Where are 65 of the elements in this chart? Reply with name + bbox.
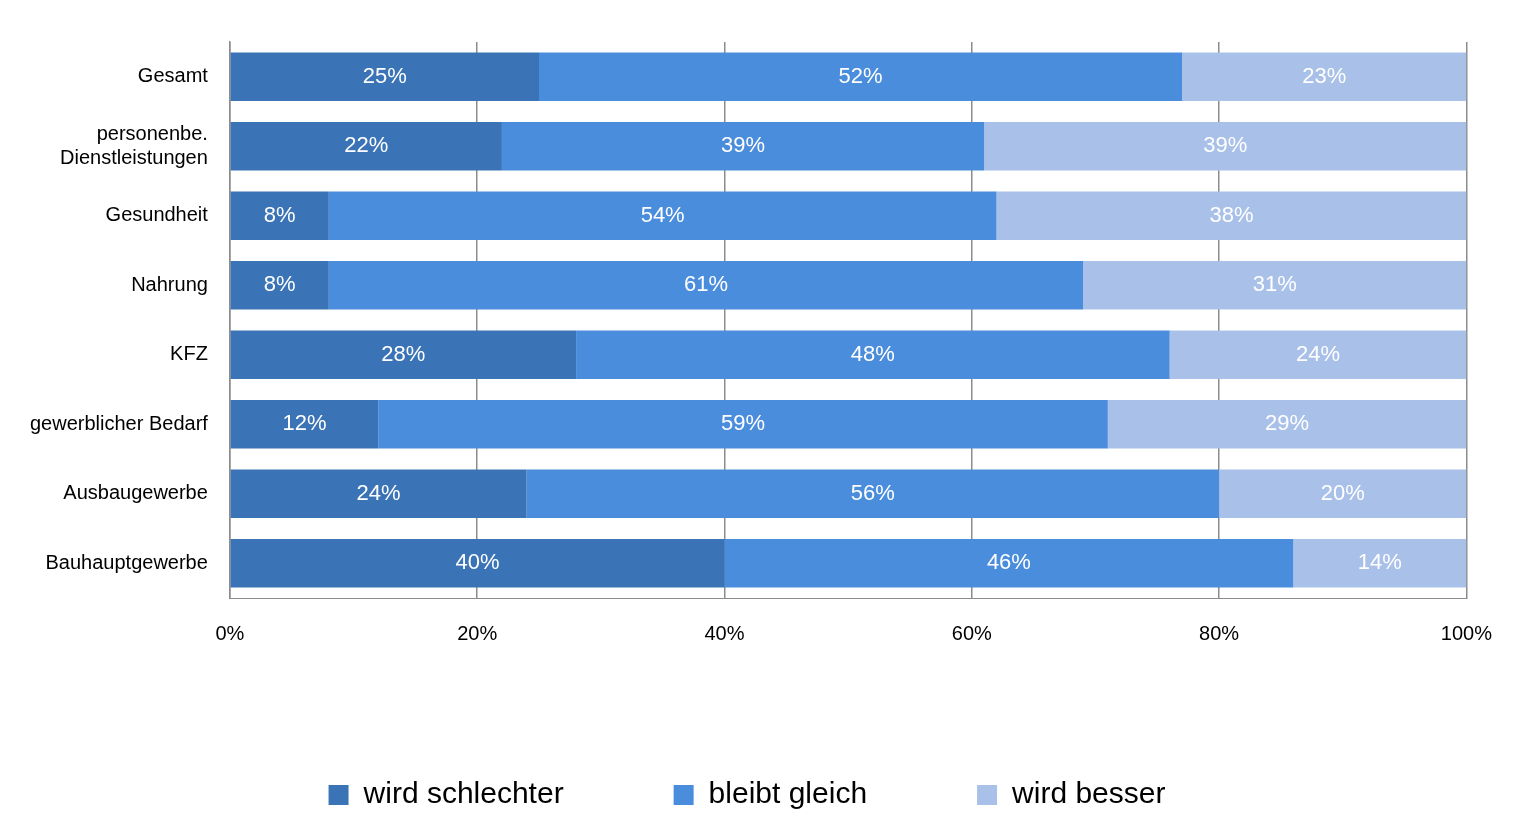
bar bbox=[230, 121, 502, 171]
bar bbox=[539, 52, 1183, 102]
legend-label: bleibt gleich bbox=[708, 776, 868, 810]
y-tick-label: Gesamt bbox=[137, 64, 209, 87]
data-label: 8% bbox=[263, 271, 296, 297]
data-label: 38% bbox=[1209, 201, 1254, 227]
data-label: 28% bbox=[381, 340, 426, 366]
bar bbox=[1293, 538, 1467, 588]
y-tick-label: Nahrung bbox=[131, 272, 208, 295]
y-tick-label: personenbe. Dienstleistungen bbox=[60, 121, 208, 168]
bar bbox=[724, 538, 1294, 588]
bar bbox=[1107, 399, 1467, 449]
bar bbox=[230, 538, 725, 588]
x-tick-label: 60% bbox=[951, 621, 993, 644]
bar bbox=[996, 191, 1467, 241]
x-tick-label: 80% bbox=[1199, 621, 1240, 644]
data-label: 56% bbox=[850, 479, 895, 505]
bar bbox=[501, 121, 985, 171]
bar bbox=[1219, 469, 1467, 519]
bar bbox=[230, 330, 577, 380]
x-tick-label: 0% bbox=[215, 621, 245, 644]
data-label: 8% bbox=[263, 201, 296, 227]
y-tick-label: Gesundheit bbox=[105, 203, 209, 226]
y-tick-label: gewerblicher Bedarf bbox=[30, 411, 209, 434]
bar bbox=[230, 469, 527, 519]
data-label: 29% bbox=[1265, 410, 1310, 436]
y-tick-label: Bauhauptgewerbe bbox=[45, 550, 208, 573]
x-tick-label: 40% bbox=[704, 621, 745, 644]
data-label: 24% bbox=[1296, 340, 1341, 366]
data-label: 52% bbox=[838, 62, 883, 88]
data-label: 12% bbox=[282, 410, 327, 436]
data-label: 20% bbox=[1320, 479, 1365, 505]
bar bbox=[1169, 330, 1467, 380]
y-tick-label: Ausbaugewerbe bbox=[63, 481, 208, 504]
data-label: 14% bbox=[1357, 549, 1402, 575]
bar bbox=[230, 52, 540, 102]
data-label: 48% bbox=[850, 340, 895, 366]
data-label: 22% bbox=[344, 132, 389, 158]
data-label: 61% bbox=[683, 271, 728, 297]
data-label: 40% bbox=[455, 549, 500, 575]
data-label: 39% bbox=[1203, 132, 1248, 158]
data-label: 24% bbox=[356, 479, 401, 505]
x-tick-label: 100% bbox=[1440, 621, 1493, 644]
y-tick-label: KFZ bbox=[170, 342, 208, 365]
legend-label: wird besser bbox=[1011, 776, 1166, 810]
data-label: 46% bbox=[986, 549, 1031, 575]
data-label: 59% bbox=[721, 410, 766, 436]
bar bbox=[526, 469, 1220, 519]
bar bbox=[230, 399, 379, 449]
data-label: 23% bbox=[1302, 62, 1347, 88]
x-tick-label: 20% bbox=[457, 621, 498, 644]
data-label: 39% bbox=[721, 132, 766, 158]
bar bbox=[1182, 52, 1467, 102]
bar bbox=[576, 330, 1170, 380]
data-label: 31% bbox=[1252, 271, 1297, 297]
bar bbox=[328, 191, 997, 241]
bar bbox=[230, 260, 329, 310]
bar bbox=[378, 399, 1108, 449]
data-label: 25% bbox=[362, 62, 407, 88]
bar bbox=[984, 121, 1467, 171]
data-label: 54% bbox=[640, 201, 685, 227]
bar bbox=[1083, 260, 1467, 310]
bar bbox=[328, 260, 1084, 310]
legend-label: wird schlechter bbox=[362, 776, 564, 810]
bar bbox=[230, 191, 329, 241]
